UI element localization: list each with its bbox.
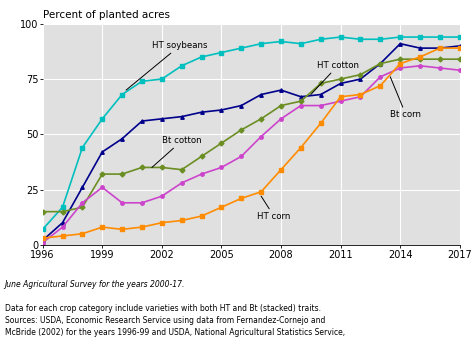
Text: HT corn: HT corn (257, 196, 291, 221)
Text: Bt cotton: Bt cotton (152, 136, 201, 167)
Text: HT cotton: HT cotton (311, 61, 359, 95)
Text: Bt corn: Bt corn (390, 77, 421, 119)
Text: HT soybeans: HT soybeans (126, 41, 208, 90)
Text: Data for each crop category include varieties with both HT and Bt (stacked) trai: Data for each crop category include vari… (5, 304, 345, 337)
Text: June Agricultural Survey for the years 2000-17.: June Agricultural Survey for the years 2… (5, 280, 185, 289)
Text: Percent of planted acres: Percent of planted acres (43, 11, 170, 20)
